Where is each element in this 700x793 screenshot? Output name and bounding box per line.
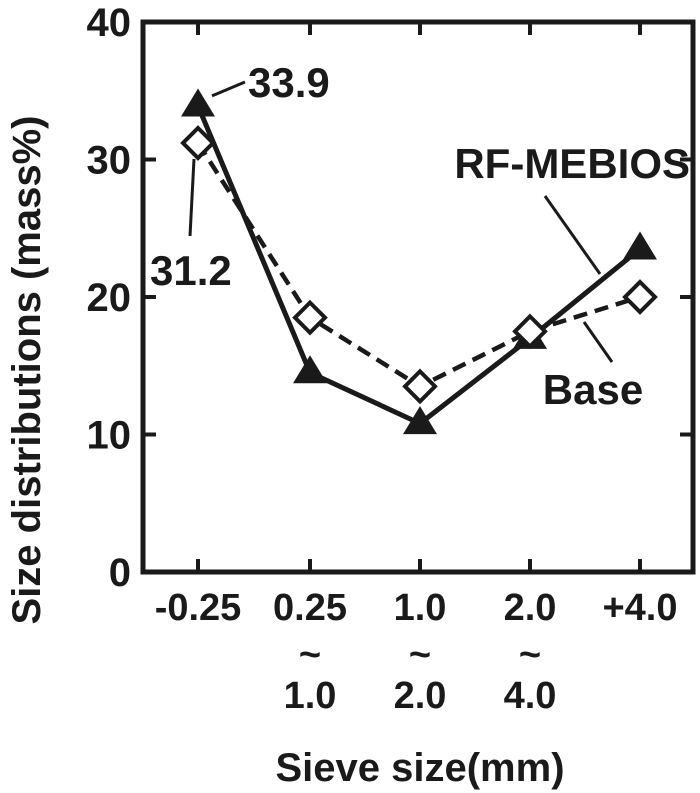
base-point [622, 279, 658, 315]
base-point [292, 299, 328, 336]
rf-mebios-label: RF-MEBIOS [454, 140, 690, 187]
x-tick-labels: -0.25 0.25~1.01.0~2.02.0~4.0+4.0 [155, 587, 678, 717]
x-tick-label: 1.0 [394, 587, 447, 629]
axes [140, 19, 696, 575]
series-group [180, 88, 658, 435]
y-tick-labels: 0 10 20 30 40 [87, 1, 132, 595]
base-leader [582, 321, 614, 363]
plot-frame [140, 19, 696, 575]
x-tick-label: +4.0 [602, 587, 677, 629]
rf-mebios-point [181, 88, 215, 117]
base-point [180, 125, 216, 161]
y-tick-label: 30 [87, 139, 132, 183]
x-tick-label: ~ [519, 634, 541, 676]
y-tick-label: 0 [109, 551, 131, 595]
x-tick-label: 0.25 [273, 587, 347, 629]
y-tick-label: 20 [87, 276, 132, 320]
rf-mebios-point [293, 355, 327, 384]
base-point [402, 368, 438, 405]
x-tick-label: 1.0 [284, 675, 337, 717]
annotation-33-9: 33.9 [248, 59, 330, 106]
x-tick-label: ~ [299, 634, 321, 676]
x-tick-label: 4.0 [504, 675, 557, 717]
annotations: 33.9 31.2 RF-MEBIOS Base [150, 59, 690, 413]
y-tick-label: 40 [87, 1, 132, 45]
annotation-leader [211, 80, 246, 98]
x-tick-label: -0.25 [155, 587, 242, 629]
annotation-leader [188, 158, 196, 237]
annotation-31-2: 31.2 [150, 247, 232, 294]
rf-mebios-leader [543, 195, 602, 275]
x-axis-label: Sieve size(mm) [275, 746, 564, 790]
y-tick-label: 10 [87, 414, 132, 458]
rf-mebios-point [623, 231, 657, 260]
x-tick-label: 2.0 [394, 675, 447, 717]
x-tick-label: 2.0 [504, 587, 557, 629]
base-label: Base [543, 366, 643, 413]
y-axis-label: Size distributions (mass%) [5, 116, 49, 625]
x-tick-label: ~ [409, 634, 431, 676]
rf-mebios-point [403, 406, 437, 435]
base-point [512, 313, 548, 350]
